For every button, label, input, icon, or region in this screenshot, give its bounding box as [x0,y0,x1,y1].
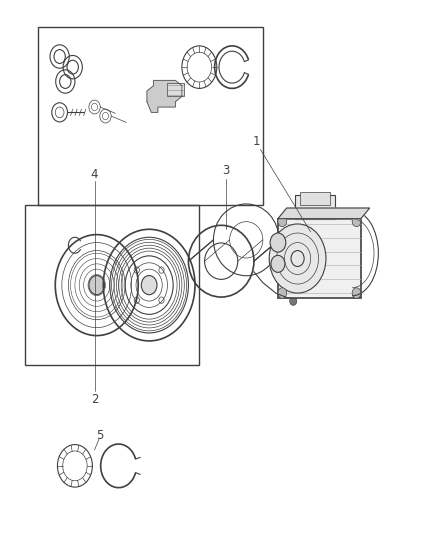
Text: 3: 3 [222,164,229,177]
Circle shape [271,255,285,272]
Circle shape [352,216,361,227]
Circle shape [141,276,157,295]
Circle shape [290,297,297,305]
Circle shape [278,288,287,298]
Bar [278,219,361,298]
Bar [38,27,263,205]
Polygon shape [278,208,370,219]
Circle shape [278,216,287,227]
Circle shape [270,233,286,252]
Circle shape [89,276,105,295]
Text: 4: 4 [91,168,98,181]
Text: 2: 2 [91,393,98,406]
Polygon shape [147,80,182,112]
Bar [166,83,184,96]
Text: 1: 1 [252,135,260,148]
Bar [300,192,330,205]
Text: 5: 5 [96,429,104,442]
Circle shape [352,288,361,298]
Circle shape [269,224,326,293]
Bar [25,205,199,365]
Bar [295,195,335,219]
